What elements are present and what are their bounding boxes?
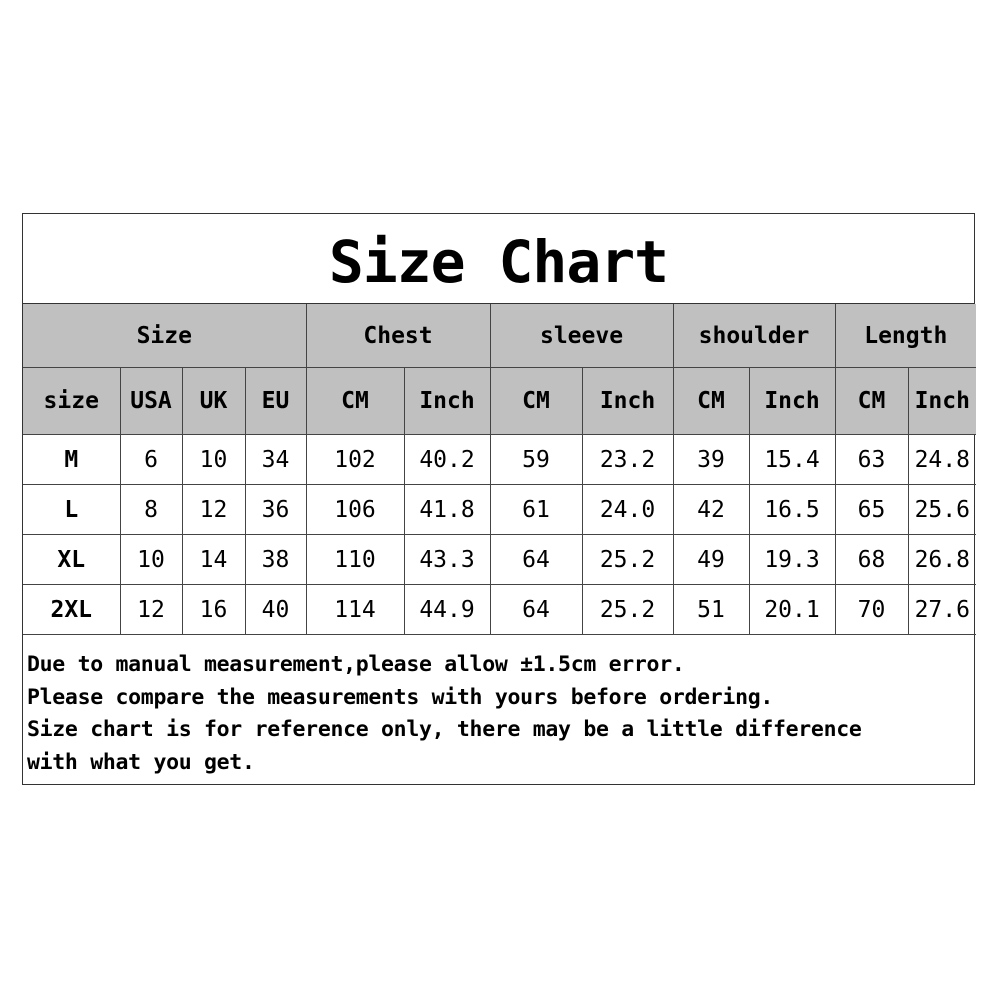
size-table: Size Chest sleeve shoulder Length size USA UK EU…: [23, 304, 977, 635]
note-line: Due to manual measurement,please allow ±…: [27, 652, 685, 677]
table-cell: 19.3: [748, 534, 836, 585]
table-cell: 110: [305, 534, 405, 585]
table-cell: 24.0: [581, 484, 674, 535]
table-cell: 34: [244, 434, 307, 485]
column-header: EU: [244, 367, 307, 435]
table-cell: L: [23, 484, 121, 535]
column-header: UK: [181, 367, 246, 435]
table-row: L 8 12 36 106 41.8 61 24.0 42 16.5 65 25.6: [23, 484, 977, 535]
table-cell: 26.8: [907, 534, 977, 585]
table-cell: 59: [489, 434, 583, 485]
notes: Due to manual measurement,please allow ±…: [23, 635, 974, 779]
group-header: sleeve: [489, 304, 674, 368]
table-cell: M: [23, 434, 121, 485]
table-cell: 20.1: [748, 584, 836, 635]
chart-title: Size Chart: [23, 214, 974, 304]
column-header: CM: [672, 367, 750, 435]
table-cell: 12: [119, 584, 183, 635]
group-header: shoulder: [672, 304, 836, 368]
table-cell: 27.6: [907, 584, 977, 635]
table-cell: 40.2: [403, 434, 491, 485]
table-cell: 10: [119, 534, 183, 585]
table-cell: 24.8: [907, 434, 977, 485]
table-cell: 8: [119, 484, 183, 535]
table-cell: 25.2: [581, 584, 674, 635]
table-cell: 14: [181, 534, 246, 585]
table-cell: 64: [489, 534, 583, 585]
column-header: Inch: [581, 367, 674, 435]
table-cell: 39: [672, 434, 750, 485]
table-cell: 61: [489, 484, 583, 535]
table-cell: 44.9: [403, 584, 491, 635]
size-chart: Size Chart Size Chest sleeve shoulder Length…: [22, 213, 977, 785]
table-cell: 15.4: [748, 434, 836, 485]
table-row: XL 10 14 38 110 43.3 64 25.2 49 19.3 68 26.8: [23, 534, 977, 585]
table-cell: 12: [181, 484, 246, 535]
table-cell: 6: [119, 434, 183, 485]
note-line: Please compare the measurements with you…: [27, 684, 774, 710]
table-cell: 64: [489, 584, 583, 635]
table-row: 2XL 12 16 40 114 44.9 64 25.2 51 20.1 70 27.6: [23, 584, 977, 635]
column-header: CM: [489, 367, 583, 435]
column-header: Inch: [403, 367, 491, 435]
table-cell: 38: [244, 534, 307, 585]
table-cell: 2XL: [23, 584, 121, 635]
table-cell: 51: [672, 584, 750, 635]
table-cell: 10: [181, 434, 246, 485]
column-header: size: [23, 367, 121, 435]
group-header: Chest: [305, 304, 491, 368]
table-cell: 25.2: [581, 534, 674, 585]
table-cell: 65: [834, 484, 909, 535]
table-cell: 43.3: [403, 534, 491, 585]
table-cell: 36: [244, 484, 307, 535]
table-cell: 102: [305, 434, 405, 485]
group-header: Length: [834, 304, 977, 368]
table-cell: 63: [834, 434, 909, 485]
table-cell: 16: [181, 584, 246, 635]
column-header: USA: [119, 367, 183, 435]
table-cell: 40: [244, 584, 307, 635]
table-row: M 6 10 34 102 40.2 59 23.2 39 15.4 63 24.8: [23, 434, 977, 485]
note-line: with what you get.: [27, 749, 255, 775]
column-header: CM: [834, 367, 909, 435]
note-line: Size chart is for reference only, there …: [27, 717, 862, 742]
group-header: Size: [23, 304, 307, 368]
table-cell: 25.6: [907, 484, 977, 535]
table-cell: 23.2: [581, 434, 674, 485]
table-cell: 41.8: [403, 484, 491, 535]
table-cell: 42: [672, 484, 750, 535]
table-cell: 68: [834, 534, 909, 585]
table-cell: 16.5: [748, 484, 836, 535]
column-header: Inch: [748, 367, 836, 435]
column-header: Inch: [907, 367, 977, 435]
table-cell: 114: [305, 584, 405, 635]
table-cell: 70: [834, 584, 909, 635]
table-cell: XL: [23, 534, 121, 585]
column-header-row: size USA UK EU CM Inch CM Inch CM Inch CM Inch: [23, 367, 977, 435]
table-cell: 106: [305, 484, 405, 535]
column-header: CM: [305, 367, 405, 435]
table-cell: 49: [672, 534, 750, 585]
group-header-row: Size Chest sleeve shoulder Length: [23, 304, 977, 368]
